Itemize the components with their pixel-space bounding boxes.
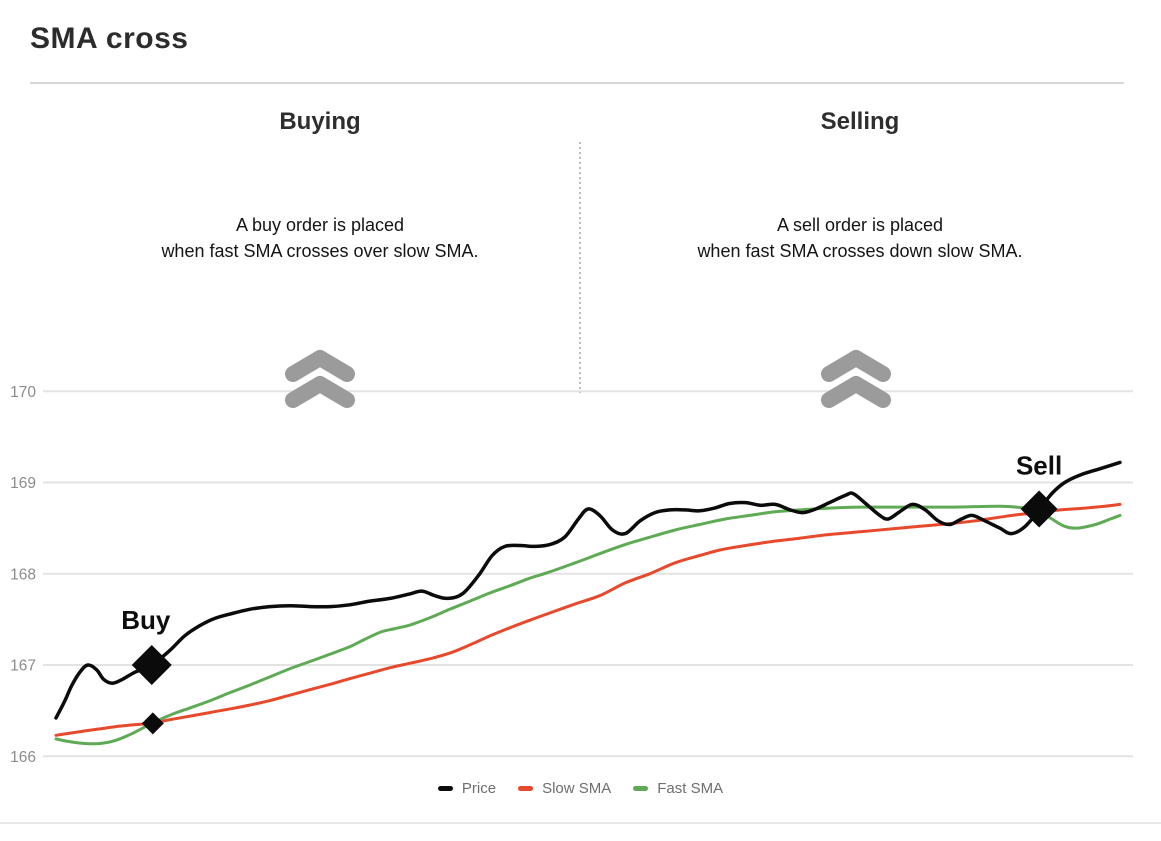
gridlines <box>43 390 1133 758</box>
buying-heading: Buying <box>279 108 361 135</box>
title-divider <box>30 82 1124 84</box>
selling-description-line2: when fast SMA crosses down slow SMA. <box>697 241 1023 261</box>
buying-description-line2: when fast SMA crosses over slow SMA. <box>161 241 479 261</box>
y-tick-label: 170 <box>10 384 36 401</box>
trade-markers: Buy Sell <box>121 451 1062 735</box>
selling-section: Selling A sell order is placed when fast… <box>580 108 1140 261</box>
series-line-fast-sma <box>54 504 1122 746</box>
sell-marker <box>1020 490 1058 528</box>
legend-item-fast-sma[interactable]: Fast SMA <box>633 780 723 797</box>
chart-legend: Price Slow SMA Fast SMA <box>0 780 1161 797</box>
y-tick-label: 169 <box>10 475 36 492</box>
section-dotted-divider <box>579 142 581 393</box>
y-axis-labels: 166 167 168 169 170 <box>10 384 36 766</box>
selling-description: A sell order is placed when fast SMA cro… <box>580 212 1140 264</box>
double-chevron-up-icon <box>821 350 891 408</box>
selling-description-line1: A sell order is placed <box>776 215 944 235</box>
fast-sma-legend-label: Fast SMA <box>657 780 724 797</box>
slow-sma-legend-swatch <box>518 786 534 791</box>
page-title: SMA cross <box>30 22 189 55</box>
series-lines <box>54 460 1122 746</box>
bottom-divider <box>0 822 1161 824</box>
y-tick-label: 168 <box>10 566 36 583</box>
buy-marker <box>131 645 172 685</box>
slow-sma-legend-label: Slow SMA <box>542 780 612 797</box>
buying-description: A buy order is placed when fast SMA cros… <box>40 212 600 264</box>
fast-sma-legend-swatch <box>633 786 649 791</box>
selling-heading: Selling <box>820 108 900 135</box>
price-legend-swatch <box>437 786 453 791</box>
y-tick-label: 166 <box>10 749 36 766</box>
price-legend-label: Price <box>461 780 497 797</box>
legend-item-price[interactable]: Price <box>437 780 497 797</box>
y-tick-label: 167 <box>10 658 36 675</box>
buy-marker-label: Buy <box>121 605 171 635</box>
series-line-price <box>54 460 1122 720</box>
buying-description-line1: A buy order is placed <box>235 215 405 235</box>
crossover-marker <box>141 712 164 735</box>
legend-item-slow-sma[interactable]: Slow SMA <box>518 780 611 797</box>
double-chevron-up-icon <box>285 350 355 408</box>
sell-marker-label: Sell <box>1016 451 1062 481</box>
buying-section: Buying A buy order is placed when fast S… <box>40 108 600 261</box>
